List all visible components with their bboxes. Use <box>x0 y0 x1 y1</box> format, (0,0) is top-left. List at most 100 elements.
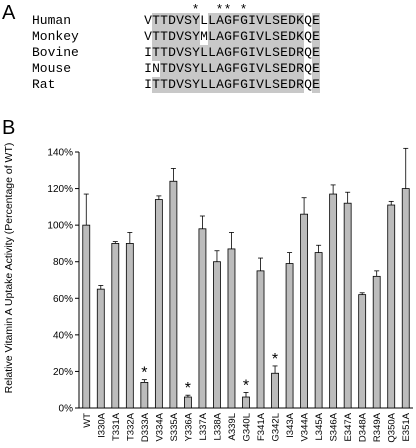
residue: S <box>272 29 280 45</box>
residue: F <box>232 29 240 45</box>
bar <box>256 270 265 409</box>
panel-a-label: A <box>2 2 16 24</box>
residue: I <box>248 29 256 45</box>
x-tick-label: V344A <box>300 412 311 441</box>
residue: I <box>248 61 256 77</box>
residue: V <box>256 77 264 93</box>
residue: V <box>176 61 184 77</box>
bar <box>125 243 134 409</box>
residue: L <box>200 77 208 93</box>
bar <box>111 243 120 409</box>
bar <box>372 275 381 409</box>
x-tick-label: L337A <box>198 412 209 440</box>
residue: E <box>280 77 288 93</box>
residue: G <box>224 45 232 61</box>
bar <box>401 188 410 409</box>
residue: K <box>296 29 304 45</box>
sequence-row: VTTDVSYLLAGFGIVLSEDKQE <box>144 13 320 29</box>
x-tick-label: A339L <box>227 413 238 440</box>
residue: D <box>288 29 296 45</box>
residue: T <box>160 77 168 93</box>
residue: L <box>264 29 272 45</box>
residue: S <box>272 13 280 29</box>
y-tick-label: 120% <box>47 184 73 195</box>
residue: T <box>152 13 160 29</box>
residue: Q <box>304 61 312 76</box>
residue: A <box>216 29 224 45</box>
mutation-star: * <box>217 1 223 16</box>
residue: A <box>216 61 224 77</box>
y-tick-label: 140% <box>47 148 73 159</box>
residue: E <box>312 13 320 29</box>
residue: L <box>208 45 216 61</box>
residue: Y <box>192 77 200 93</box>
bar <box>82 224 91 409</box>
residue: S <box>272 77 280 93</box>
residue: V <box>144 29 152 44</box>
residue: D <box>168 61 176 77</box>
residue: A <box>216 13 224 29</box>
residue: S <box>184 77 192 93</box>
residue: I <box>248 13 256 29</box>
residue: D <box>288 61 296 77</box>
residue: S <box>184 13 192 29</box>
residue: G <box>224 13 232 29</box>
bar <box>213 261 221 409</box>
sequence-alignment: Human Monkey Bovine Mouse Rat VTTDVSYLLAGFGI… <box>0 0 416 112</box>
residue: S <box>184 29 192 45</box>
y-axis-label: Relative Vitamin A Uptake Activity (Perc… <box>3 143 15 394</box>
residue: L <box>200 61 208 77</box>
residue: R <box>296 77 304 93</box>
x-tick-label: S346A <box>329 412 340 441</box>
x-tick-label: T331A <box>111 412 122 441</box>
residue: Q <box>304 77 312 92</box>
residue: L <box>264 61 272 77</box>
residue: L <box>208 29 216 45</box>
bar <box>169 180 178 409</box>
x-tick-label: I330A <box>96 412 107 437</box>
residue: G <box>240 29 248 45</box>
residue: F <box>232 13 240 29</box>
bar <box>358 294 367 409</box>
residue: Y <box>192 13 200 29</box>
residue: S <box>184 61 192 77</box>
residue: E <box>312 45 320 61</box>
residue: G <box>224 77 232 93</box>
y-tick-label: 80% <box>53 257 73 268</box>
residue: V <box>144 13 152 28</box>
bar <box>140 381 149 409</box>
x-tick-label: E347A <box>343 412 354 441</box>
x-tick-label: D348A <box>358 412 369 442</box>
residue: T <box>152 29 160 45</box>
residue: V <box>176 77 184 93</box>
residue: I <box>248 45 256 61</box>
chart-bars: * * * * <box>82 147 410 409</box>
species-label: Bovine <box>32 45 79 60</box>
bar <box>300 213 308 409</box>
x-tick-label: S335A <box>169 412 180 441</box>
residue: Y <box>192 61 200 77</box>
residue: Q <box>304 45 312 60</box>
panel-b-label: B <box>2 117 16 139</box>
residue: F <box>232 77 240 93</box>
x-tick-label: R349A <box>372 412 383 442</box>
mutation-star: * <box>241 1 247 16</box>
significance-star: * <box>185 380 191 397</box>
residue: G <box>240 45 248 61</box>
x-tick-label: L345A <box>314 412 325 440</box>
mutation-star: * <box>225 1 231 16</box>
residue: Y <box>192 45 200 61</box>
residue: A <box>216 45 224 61</box>
residue: F <box>232 61 240 77</box>
residue: G <box>224 29 232 45</box>
significance-star: * <box>243 377 249 394</box>
residue: I <box>144 77 152 92</box>
residue: E <box>280 61 288 77</box>
bar <box>227 248 236 409</box>
bar <box>343 202 352 409</box>
residue: V <box>256 45 264 61</box>
sequence-row: ITTDVSYLLAGFGIVLSEDRQE <box>144 77 320 93</box>
bar <box>96 288 105 409</box>
residue: S <box>272 61 280 77</box>
residue: D <box>288 13 296 29</box>
